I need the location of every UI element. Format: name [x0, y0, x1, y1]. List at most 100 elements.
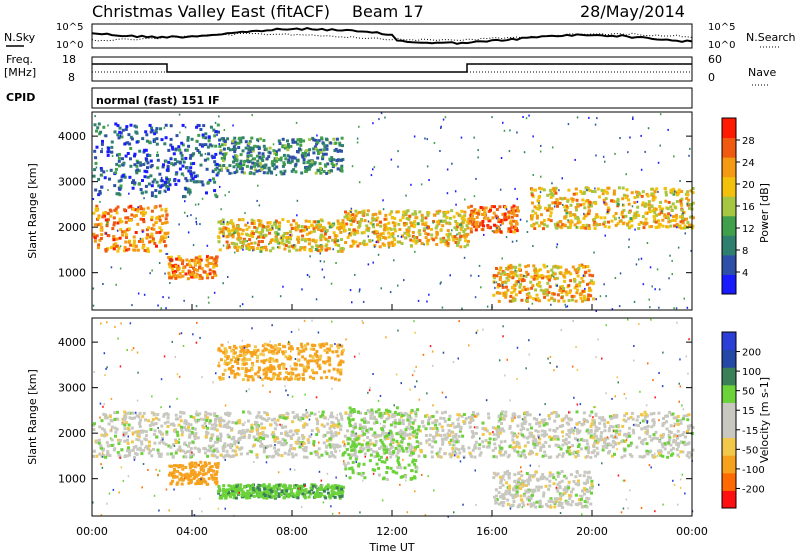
echo-cell: [547, 291, 551, 294]
echo-cell: [674, 206, 678, 210]
echo-cell: [333, 446, 336, 450]
echo-cell: [576, 450, 580, 453]
echo-cell: [654, 288, 656, 291]
echo-cell: [215, 428, 219, 432]
echo-cell: [518, 277, 522, 281]
echo-cell: [401, 213, 405, 217]
echo-cell: [456, 233, 458, 236]
echo-cell: [137, 182, 141, 186]
echo-cell: [391, 235, 395, 238]
power-heatmap-cells: [92, 112, 695, 312]
echo-cell: [235, 158, 239, 162]
echo-cell: [204, 136, 208, 140]
echo-cell: [424, 434, 428, 437]
echo-cell: [535, 221, 539, 225]
echo-cell: [159, 452, 163, 456]
echo-cell: [238, 227, 242, 231]
echo-cell: [640, 194, 644, 198]
echo-cell: [155, 137, 159, 141]
echo-cell: [265, 157, 269, 161]
echo-cell: [148, 240, 152, 244]
echo-cell: [226, 433, 230, 437]
echo-cell: [321, 155, 325, 159]
echo-cell: [206, 416, 210, 420]
echo-cell: [237, 238, 241, 242]
echo-cell: [381, 232, 385, 235]
echo-cell: [527, 264, 530, 268]
echo-cell: [303, 422, 307, 426]
echo-cell: [674, 190, 678, 194]
echo-cell: [97, 193, 101, 197]
echo-cell: [388, 212, 392, 216]
echo-cell: [227, 414, 231, 417]
echo-cell: [239, 240, 243, 244]
echo-cell: [414, 241, 418, 245]
echo-cell: [446, 244, 450, 248]
echo-cell: [219, 149, 223, 152]
echo-cell: [333, 455, 337, 459]
echo-cell: [683, 297, 685, 300]
echo-cell: [685, 217, 688, 221]
echo-cell: [194, 180, 198, 184]
echo-cell: [124, 233, 128, 237]
echo-cell: [269, 444, 273, 448]
echo-cell: [363, 219, 367, 223]
echo-cell: [277, 139, 281, 143]
echo-cell: [669, 189, 673, 193]
echo-cell: [652, 195, 656, 199]
echo-cell: [391, 414, 395, 418]
echo-cell: [240, 170, 244, 174]
echo-cell: [204, 414, 208, 418]
echo-cell: [472, 411, 475, 414]
echo-cell: [241, 228, 245, 232]
echo-cell: [272, 221, 276, 225]
echo-cell: [441, 224, 445, 228]
echo-cell: [348, 232, 351, 235]
echo-cell: [491, 216, 495, 220]
echo-cell: [193, 262, 197, 266]
echo-cell: [611, 440, 615, 443]
echo-cell: [506, 278, 510, 282]
echo-cell: [181, 449, 185, 453]
echo-cell: [99, 173, 103, 177]
echo-cell: [150, 215, 154, 219]
echo-cell: [153, 429, 157, 433]
echo-cell: [282, 242, 286, 246]
echo-cell: [587, 205, 591, 209]
echo-cell: [126, 441, 130, 445]
echo-cell: [430, 445, 434, 449]
echo-cell: [308, 275, 311, 278]
echo-cell: [225, 240, 229, 244]
echo-cell: [309, 451, 313, 455]
echo-cell: [214, 193, 218, 197]
echo-cell: [182, 455, 186, 459]
echo-cell: [198, 266, 201, 270]
echo-cell: [383, 226, 387, 230]
echo-cell: [691, 426, 695, 429]
echo-cell: [250, 241, 254, 245]
echo-cell: [349, 244, 353, 248]
echo-cell: [628, 225, 632, 229]
echo-cell: [238, 421, 242, 425]
echo-cell: [671, 215, 675, 219]
echo-cell: [329, 424, 333, 428]
echo-cell: [235, 163, 239, 166]
echo-cell: [263, 426, 266, 430]
echo-cell: [312, 147, 316, 151]
echo-cell: [469, 230, 473, 234]
echo-cell: [504, 410, 508, 414]
echo-cell: [137, 207, 140, 211]
echo-cell: [242, 248, 244, 251]
echo-cell: [686, 203, 689, 206]
echo-cell: [504, 281, 508, 285]
echo-cell: [237, 141, 241, 145]
echo-cell: [257, 219, 261, 222]
echo-cell: [519, 428, 523, 432]
echo-cell: [166, 452, 170, 456]
echo-cell: [183, 451, 187, 455]
echo-cell: [187, 444, 190, 448]
echo-cell: [220, 156, 224, 160]
echo-cell: [627, 434, 631, 438]
echo-cell: [96, 246, 100, 250]
echo-cell: [336, 167, 340, 171]
